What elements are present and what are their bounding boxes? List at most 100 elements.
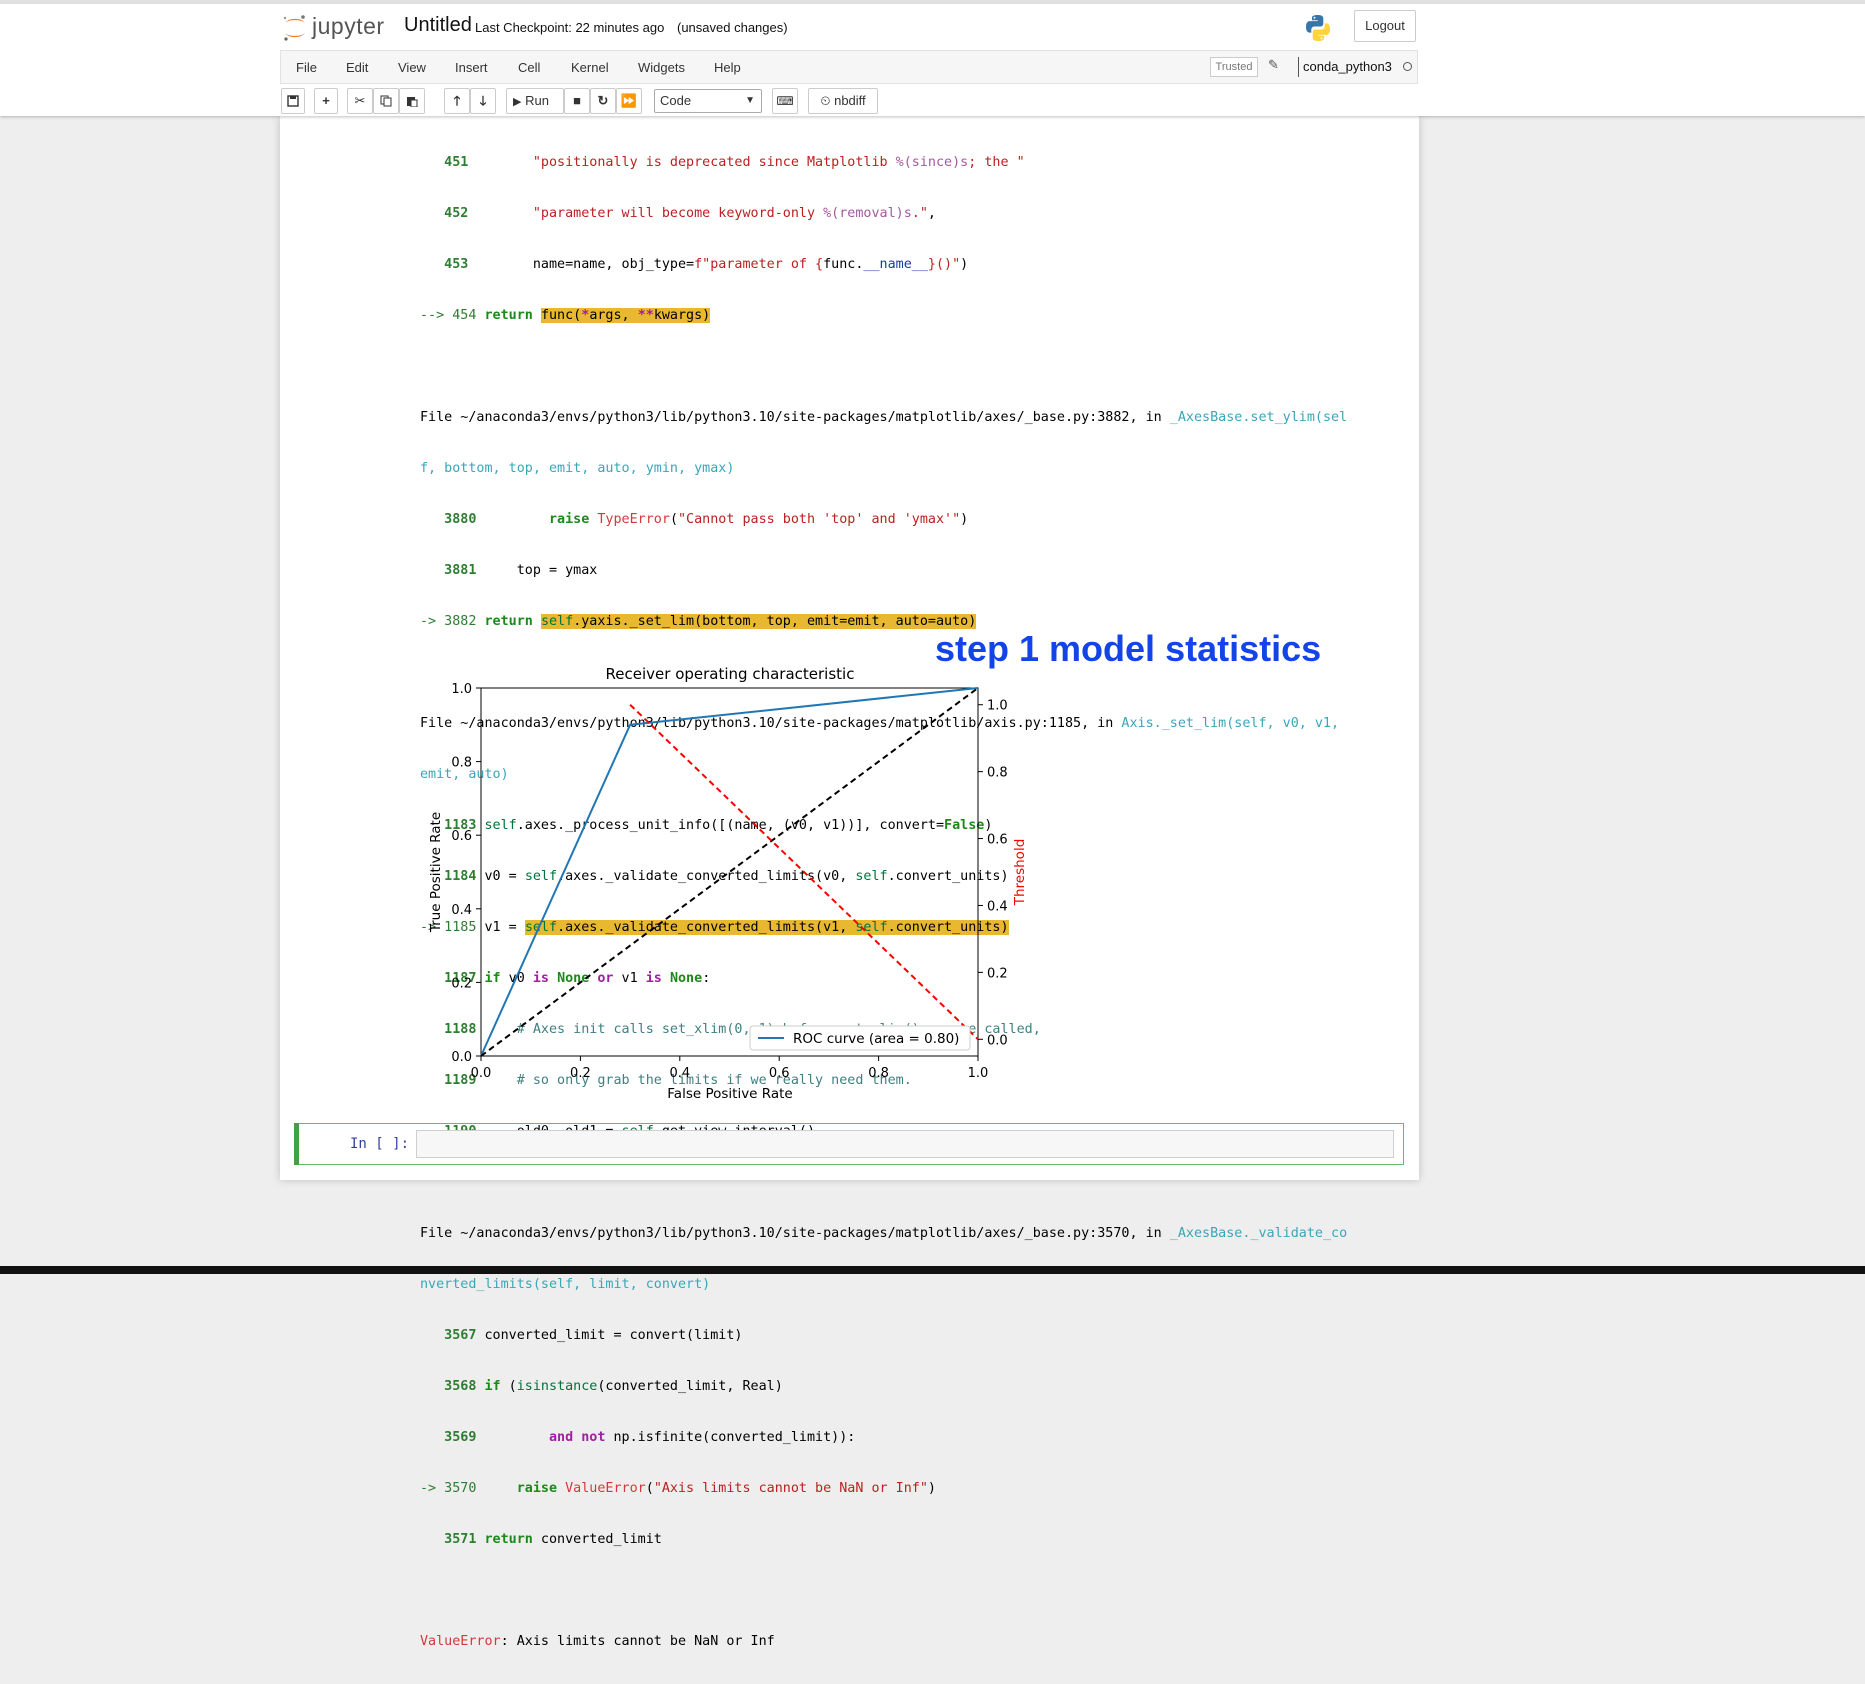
restart-button[interactable]: ↻: [590, 88, 616, 114]
history-icon: ⏲: [820, 93, 831, 108]
kernel-separator: [1298, 57, 1299, 77]
traceback-line: 1189 # so only grab the limits if we rea…: [420, 1073, 912, 1088]
traceback-line: 3567 converted_limit = convert(limit): [420, 1328, 743, 1343]
restart-icon: ↻: [597, 93, 609, 108]
traceback-line: 3569 and not np.isfinite(converted_limit…: [420, 1430, 856, 1445]
menu-widgets[interactable]: Widgets: [638, 60, 685, 75]
chevron-down-icon: ▼: [745, 95, 755, 106]
threshold-line: [629, 704, 979, 1040]
traceback-line: --> 454 return func(*args, **kwargs): [420, 308, 711, 323]
restart-run-all-button[interactable]: ⏩: [616, 88, 642, 114]
x-tick-label: 0.4: [669, 1066, 690, 1081]
trusted-indicator[interactable]: Trusted: [1210, 57, 1258, 77]
toolbar: + ✂ 🡑 🡓 ▶ Run ■ ↻ ⏩ Code ▼ ⌨ ⏲ nbdiff: [280, 88, 1418, 116]
insert-cell-button[interactable]: +: [314, 88, 338, 114]
traceback-line: -> 3882 return self.yaxis._set_lim(botto…: [420, 614, 977, 629]
code-editor[interactable]: [416, 1130, 1394, 1158]
x-tick-label: 0.8: [868, 1066, 889, 1081]
x-axis-label: False Positive Rate: [667, 1086, 792, 1102]
y2-tick-label: 0.6: [987, 833, 1008, 848]
top-bar: jupyter Untitled Last Checkpoint: 22 min…: [282, 8, 1418, 48]
chart-legend: ROC curve (area = 0.80): [749, 1025, 971, 1051]
paste-button[interactable]: [399, 88, 425, 114]
move-down-button[interactable]: 🡓: [470, 88, 496, 114]
x-tick-label: 0.6: [769, 1066, 790, 1081]
notebook-header: jupyter Untitled Last Checkpoint: 22 min…: [0, 0, 1865, 116]
plot-frame: [480, 687, 979, 1057]
menu-kernel[interactable]: Kernel: [571, 60, 609, 75]
menu-view[interactable]: View: [398, 60, 426, 75]
traceback-line: 453 name=name, obj_type=f"parameter of {…: [420, 257, 969, 272]
y-tick-label: 0.2: [451, 976, 472, 991]
annotation-text: step 1 model statistics: [935, 628, 1322, 669]
kernel-idle-icon: [1403, 62, 1412, 71]
x-tick-label: 0.2: [570, 1066, 591, 1081]
y-tick-label: 0.8: [451, 756, 472, 771]
cut-button[interactable]: ✂: [347, 88, 373, 114]
menu-bar: File Edit View Insert Cell Kernel Widget…: [280, 50, 1418, 84]
traceback-line: 3568 if (isinstance(converted_limit, Rea…: [420, 1379, 783, 1394]
arrow-up-icon: 🡑: [453, 93, 461, 108]
menu-insert[interactable]: Insert: [455, 60, 488, 75]
traceback-file: nverted_limits(self, limit, convert): [420, 1277, 711, 1292]
y2-tick-label: 0.0: [987, 1033, 1008, 1048]
save-icon: [287, 95, 299, 107]
unsaved-status: (unsaved changes): [677, 20, 788, 35]
code-cell-input[interactable]: In [ ]:: [294, 1123, 1404, 1165]
traceback-line: 3571 return converted_limit: [420, 1532, 662, 1547]
menu-cell[interactable]: Cell: [518, 60, 541, 75]
y-tick-label: 0.4: [451, 903, 472, 918]
x-tick-label: 0.0: [471, 1066, 492, 1081]
y2-tick-label: 0.8: [987, 766, 1008, 781]
traceback-line: -> 3570 raise ValueError("Axis limits ca…: [420, 1481, 936, 1496]
traceback-file: File ~/anaconda3/envs/python3/lib/python…: [420, 1226, 1348, 1241]
x-tick-label: 1.0: [968, 1066, 989, 1081]
checkpoint-status: Last Checkpoint: 22 minutes ago: [475, 20, 665, 35]
traceback-line: 3881 top = ymax: [420, 563, 598, 578]
logout-button[interactable]: Logout: [1354, 10, 1416, 42]
traceback-line: 1187 if v0 is None or v1 is None:: [420, 971, 711, 986]
menu-help[interactable]: Help: [714, 60, 741, 75]
nbdiff-label: nbdiff: [834, 93, 866, 108]
menu-edit[interactable]: Edit: [346, 60, 369, 75]
y2-tick-label: 0.2: [987, 966, 1008, 981]
arrow-down-icon: 🡓: [479, 93, 487, 108]
save-button[interactable]: [281, 88, 305, 114]
interrupt-button[interactable]: ■: [564, 88, 590, 114]
nbdiff-button[interactable]: ⏲ nbdiff: [808, 88, 878, 114]
move-up-button[interactable]: 🡑: [444, 88, 470, 114]
y2-axis-label: Threshold: [1012, 839, 1028, 907]
jupyter-wordmark: jupyter: [312, 13, 385, 39]
paste-icon: [407, 97, 418, 108]
copy-button[interactable]: [373, 88, 399, 114]
cell-type-select[interactable]: Code ▼: [654, 89, 762, 113]
plus-icon: +: [322, 93, 330, 108]
command-palette-button[interactable]: ⌨: [772, 88, 798, 114]
run-label: Run: [525, 93, 549, 108]
play-icon: ▶: [513, 96, 522, 108]
roc-curve-line: [480, 687, 979, 1057]
chart-title: Receiver operating characteristic: [606, 665, 855, 683]
legend-label: ROC curve (area = 0.80): [793, 1031, 959, 1047]
y2-tick-label: 1.0: [987, 699, 1008, 714]
traceback-file: emit, auto): [420, 767, 509, 782]
traceback-file: File ~/anaconda3/envs/python3/lib/python…: [420, 716, 1340, 731]
y-tick-label: 0.0: [451, 1050, 472, 1065]
stop-icon: ■: [573, 93, 581, 108]
kernel-name[interactable]: conda_python3: [1303, 59, 1392, 74]
jupyter-logo[interactable]: jupyter: [282, 12, 392, 42]
edit-pencil-icon[interactable]: ✎: [1268, 57, 1279, 72]
run-button[interactable]: ▶ Run: [506, 88, 564, 114]
traceback-line: 451 "positionally is deprecated since Ma…: [420, 155, 1025, 170]
y-tick-label: 1.0: [451, 682, 472, 697]
chart-marks: 0.0 0.2 0.4 0.6 0.8 1.0 0.0 0.2 0.4 0.6 0.8 1.0 0.0 0…: [451, 682, 1007, 1081]
scissors-icon: ✂: [354, 93, 366, 108]
traceback-line: 1183 self.axes._process_unit_info([(name…: [420, 818, 993, 833]
traceback-line: 452 "parameter will become keyword-only …: [420, 206, 936, 221]
notebook-title[interactable]: Untitled: [404, 14, 472, 36]
traceback-file: File ~/anaconda3/envs/python3/lib/python…: [420, 410, 1348, 425]
menu-file[interactable]: File: [296, 60, 317, 75]
y-axis-label: True Positive Rate: [428, 812, 444, 933]
python-logo-icon: [1306, 15, 1330, 41]
y-tick-label: 0.6: [451, 829, 472, 844]
